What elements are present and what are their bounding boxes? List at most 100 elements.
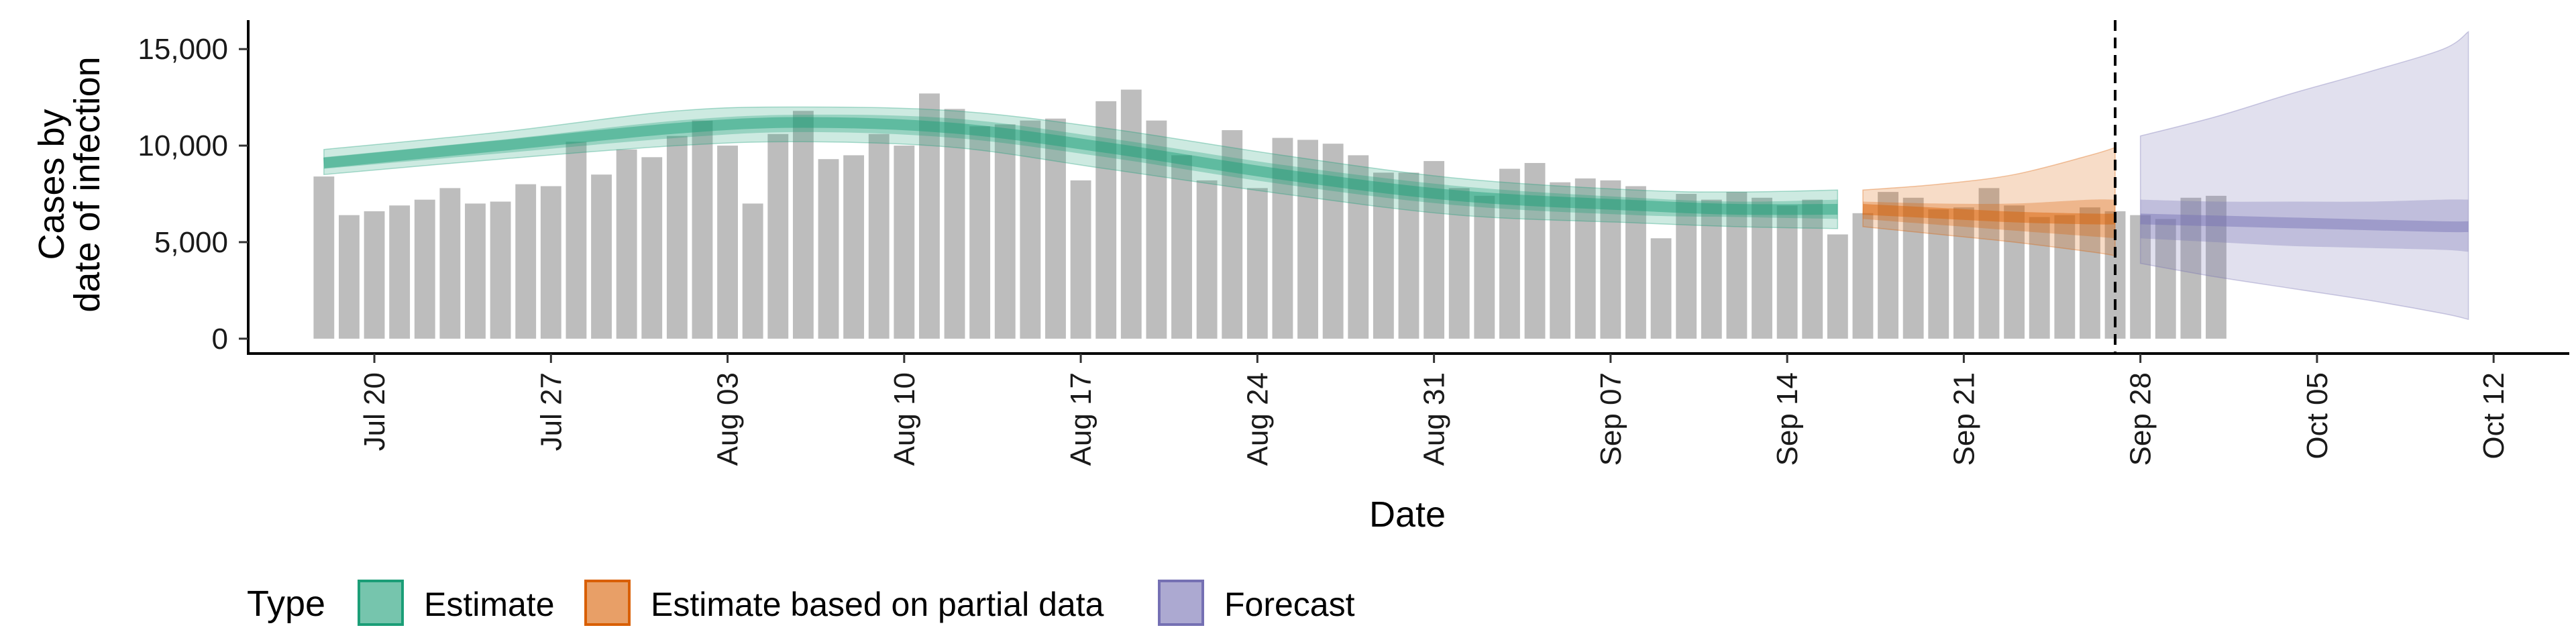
axes-layer: 0 5,000 10,000 15,000 Jul 20 Jul 27 Aug 03 Aug … (138, 20, 2569, 466)
bar (818, 159, 839, 339)
bar (490, 201, 511, 339)
bar (566, 142, 587, 339)
bar (2180, 197, 2202, 339)
bar (616, 149, 637, 339)
bar (1726, 192, 1748, 339)
bar (414, 199, 435, 339)
bar (1902, 197, 1924, 339)
bar (1146, 120, 1167, 339)
x-tick-label: Sep 14 (1771, 372, 1804, 466)
x-tick-label: Aug 03 (712, 372, 745, 466)
bar (1348, 155, 1369, 339)
estimate-median-line (323, 117, 1838, 215)
y-axis-title-line-1: Cases by (32, 109, 72, 260)
bar (591, 174, 612, 339)
bar (1928, 209, 1949, 339)
bar (944, 109, 965, 339)
bar (1424, 161, 1445, 339)
bar (364, 211, 385, 339)
estimate-outer-band (323, 106, 1839, 229)
bar (2004, 205, 2025, 339)
forecast-inner-band (2140, 199, 2469, 252)
y-axis-title-line-2: date of infection (67, 56, 107, 312)
legend-swatch-partial (584, 580, 631, 626)
bar (1196, 180, 1218, 339)
bar (1020, 120, 1041, 339)
x-tick-label: Oct 05 (2301, 372, 2334, 460)
x-tick-label: Sep 07 (1595, 372, 1627, 466)
bar (1827, 234, 1848, 339)
bands-layer (323, 30, 2469, 321)
bar (1752, 197, 1772, 339)
bar (1600, 180, 1621, 339)
bar (2130, 215, 2151, 339)
bar (666, 136, 688, 339)
bar (1297, 140, 1318, 339)
legend: Type Estimate Estimate based on partial … (247, 580, 1355, 626)
bar (1322, 144, 1344, 339)
y-tick-label: 10,000 (138, 129, 228, 162)
x-tick-label: Jul 27 (535, 372, 568, 451)
x-tick-label: Jul 20 (358, 372, 391, 451)
legend-label-forecast: Forecast (1224, 586, 1355, 623)
bar (868, 133, 890, 339)
bar (1802, 199, 1823, 339)
bar (1474, 195, 1495, 339)
forecast-median-line (2140, 213, 2469, 233)
bar (339, 215, 360, 339)
forecast-outer-band (2139, 30, 2469, 321)
estimate-inner-band (323, 114, 1838, 219)
bar (1676, 194, 1697, 339)
bar (1978, 188, 2000, 339)
x-axis-title: Date (1369, 494, 1446, 535)
bar (2080, 207, 2100, 339)
bar (994, 124, 1016, 339)
x-tick-label: Sep 21 (1947, 372, 1980, 466)
bar (1878, 192, 1898, 339)
bar (1095, 101, 1117, 339)
legend-label-partial: Estimate based on partial data (651, 586, 1104, 623)
bar (919, 93, 940, 339)
legend-swatch-estimate (358, 580, 404, 626)
legend-swatch-forecast (1158, 580, 1204, 626)
bar (742, 203, 763, 339)
bar (1701, 199, 1722, 339)
bars-layer (313, 89, 2226, 339)
bar (439, 188, 461, 339)
bar (1524, 162, 1546, 339)
bar (2054, 215, 2076, 339)
bar (2029, 217, 2050, 339)
bar (692, 120, 713, 339)
bar (843, 155, 865, 339)
bar (313, 176, 335, 339)
bar (1373, 172, 1394, 339)
bar (1852, 213, 1874, 339)
bar (1171, 155, 1192, 339)
x-tick-label: Sep 28 (2125, 372, 2157, 466)
bar (767, 133, 789, 339)
bar (717, 146, 738, 339)
bar (1574, 178, 1596, 339)
bar (2155, 219, 2176, 339)
bar (1625, 186, 1646, 339)
bar (1246, 188, 1268, 339)
bar (1650, 238, 1672, 339)
y-tick-label: 0 (212, 323, 228, 356)
bar (515, 184, 537, 339)
bar (1120, 89, 1142, 339)
x-tick-label: Aug 24 (1241, 372, 1274, 466)
x-tick-label: Aug 17 (1065, 372, 1097, 466)
bar (969, 126, 991, 339)
bar (1045, 118, 1066, 339)
bar (1550, 182, 1571, 339)
bar (389, 205, 411, 339)
legend-label-estimate: Estimate (424, 586, 555, 623)
bar (894, 146, 915, 339)
bar (540, 186, 561, 339)
estimate-based-on-partial-data-median-line (1862, 204, 2116, 225)
x-tick-label: Oct 12 (2477, 372, 2510, 460)
bar (1448, 188, 1470, 339)
bar (641, 157, 663, 339)
bar (1953, 207, 1974, 339)
